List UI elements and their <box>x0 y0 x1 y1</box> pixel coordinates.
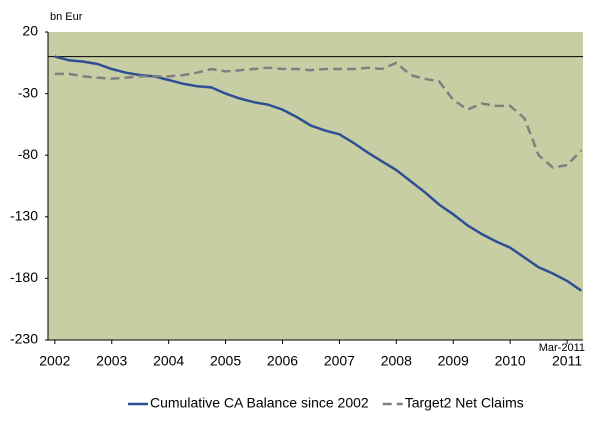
x-tick-label: 2008 <box>381 353 412 369</box>
y-tick-label: -80 <box>18 146 38 162</box>
y-unit-label: bn Eur <box>50 11 83 23</box>
x-tick-label: 2007 <box>324 353 355 369</box>
x-tick-label: 2004 <box>153 353 184 369</box>
y-tick-label: -230 <box>10 331 38 347</box>
y-tick-label: -130 <box>10 208 38 224</box>
plot-area <box>48 32 583 340</box>
x-tick-label: 2010 <box>495 353 526 369</box>
series-line <box>54 61 583 169</box>
x-tick-label: 2005 <box>210 353 241 369</box>
x-tick-label: 2003 <box>96 353 127 369</box>
x-tick-label: 2002 <box>39 353 70 369</box>
y-tick-label: -180 <box>10 269 38 285</box>
x-tick-label: 2011 <box>552 353 582 369</box>
annotation: Mar-2011 <box>539 342 585 354</box>
legend-label: Target2 Net Claims <box>405 395 524 411</box>
legend-label: Cumulative CA Balance since 2002 <box>150 395 369 411</box>
x-tick-label: 2009 <box>438 353 469 369</box>
x-tick-label: 2006 <box>267 353 298 369</box>
y-tick-label: -30 <box>18 84 38 100</box>
y-tick-label: 20 <box>22 23 38 39</box>
